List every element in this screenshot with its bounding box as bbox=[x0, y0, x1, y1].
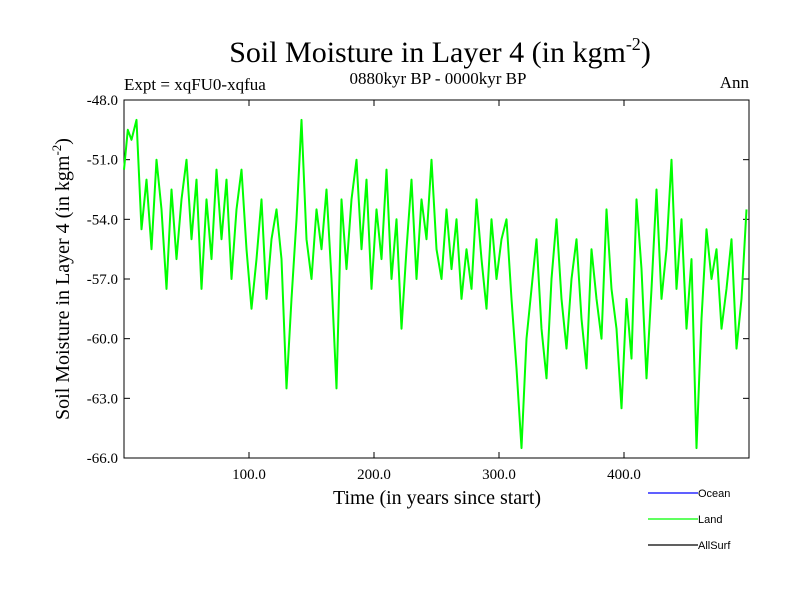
y-tick-label: -48.0 bbox=[87, 93, 118, 109]
y-tick-label: -51.0 bbox=[87, 153, 118, 169]
subtitle-experiment: Expt = xqFU0-xqfua bbox=[124, 75, 266, 94]
series-line-land bbox=[123, 118, 748, 450]
y-axis-label: Soil Moisture in Layer 4 (in kgm-2) bbox=[49, 138, 74, 420]
y-tick-label: -54.0 bbox=[87, 212, 118, 228]
plot-frame bbox=[123, 99, 750, 459]
x-axis-label: Time (in years since start) bbox=[333, 487, 541, 509]
x-tick-label: 300.0 bbox=[482, 467, 516, 483]
y-tick-label: -66.0 bbox=[87, 451, 118, 467]
chart-title: Soil Moisture in Layer 4 (in kgm-2) bbox=[229, 34, 651, 69]
legend: Ocean Land AllSurf bbox=[648, 488, 731, 552]
x-tick-label: 200.0 bbox=[357, 467, 391, 483]
y-axis: -48.0 -51.0 -54.0 -57.0 -60.0 -63.0 -66.0 bbox=[87, 93, 749, 467]
subtitle-season: Ann bbox=[720, 73, 750, 92]
subtitle-period: 0880kyr BP - 0000kyr BP bbox=[350, 69, 527, 88]
x-tick-label: 400.0 bbox=[607, 467, 641, 483]
legend-label-allsurf: AllSurf bbox=[698, 540, 731, 552]
x-axis: 100.0 200.0 300.0 400.0 bbox=[232, 100, 641, 483]
y-tick-label: -63.0 bbox=[87, 391, 118, 407]
y-tick-label: -57.0 bbox=[87, 272, 118, 288]
legend-label-ocean: Ocean bbox=[698, 488, 730, 500]
series-group bbox=[123, 118, 748, 450]
y-tick-label: -60.0 bbox=[87, 332, 118, 348]
legend-label-land: Land bbox=[698, 514, 722, 526]
x-tick-label: 100.0 bbox=[232, 467, 266, 483]
